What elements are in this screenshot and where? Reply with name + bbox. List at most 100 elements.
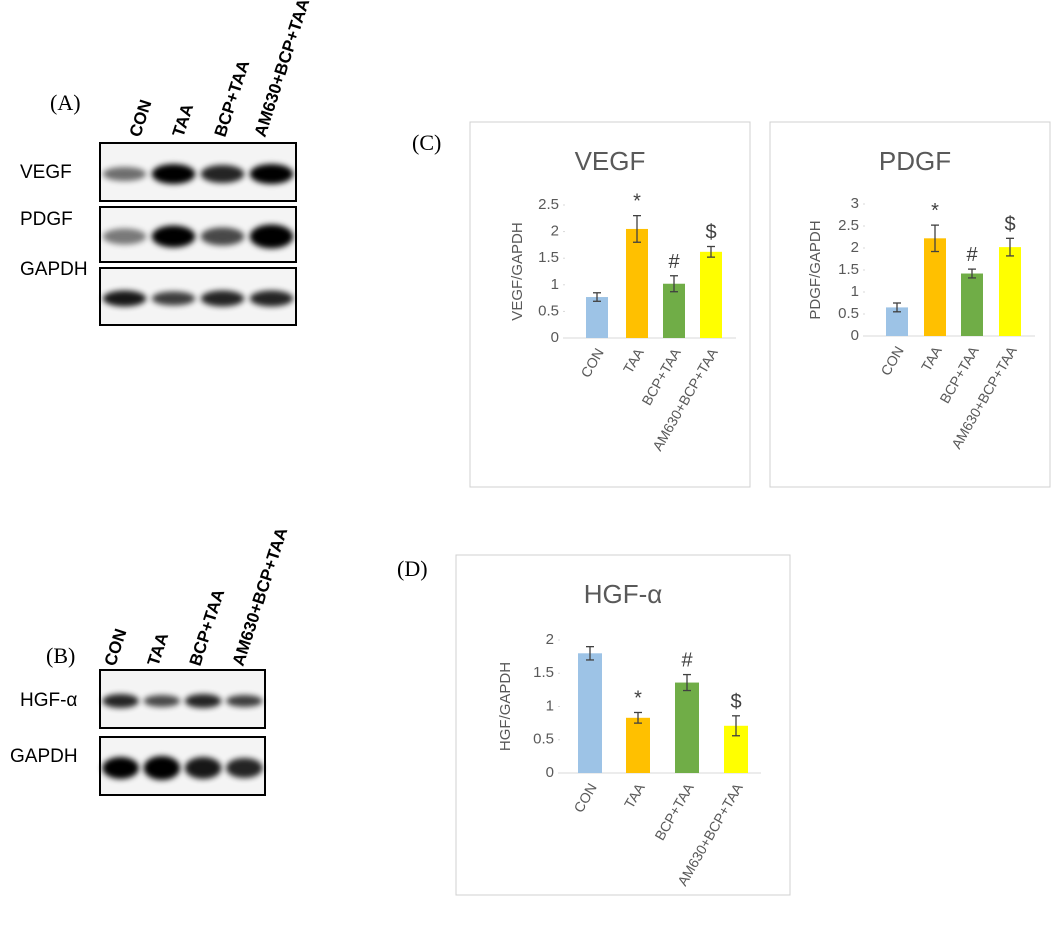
chart-frame — [469, 121, 751, 488]
error-bar — [1006, 237, 1014, 257]
band — [151, 164, 196, 184]
band — [184, 694, 222, 708]
error-bar — [586, 646, 594, 661]
band — [200, 165, 245, 183]
y-tick-label: 1.5 — [838, 261, 859, 278]
bar — [700, 251, 722, 338]
error-bar — [732, 715, 740, 737]
y-tick-label: 0 — [851, 327, 859, 344]
bar — [886, 307, 908, 336]
x-tick-label: CON — [570, 780, 599, 815]
band — [102, 290, 147, 307]
x-tick-label: CON — [577, 345, 606, 380]
error-bar — [593, 292, 601, 302]
y-tick-label: 0.5 — [533, 731, 554, 748]
y-tick-label: 2.5 — [538, 196, 559, 213]
row-label: PDGF — [20, 209, 73, 230]
y-tick-label: 2.5 — [838, 217, 859, 234]
y-axis-label: VEGF/GAPDH — [509, 222, 526, 320]
band — [151, 291, 196, 306]
y-tick-label: 1.5 — [538, 249, 559, 266]
annotation: $ — [1004, 213, 1015, 235]
bar — [924, 238, 946, 336]
row-label: GAPDH — [20, 259, 88, 280]
y-tick-label: 2 — [851, 239, 859, 256]
band — [184, 757, 222, 779]
bar — [961, 273, 983, 336]
chart-title: PDGF — [879, 146, 951, 176]
y-tick-label: 1 — [851, 283, 859, 300]
y-tick-label: 0.5 — [838, 305, 859, 322]
chart-frame — [769, 121, 1051, 488]
panel-label: (A) — [50, 90, 81, 115]
band — [151, 225, 196, 248]
lane-label: TAA — [169, 101, 197, 139]
bar — [626, 717, 650, 773]
x-tick-label: BCP+TAA — [651, 780, 697, 843]
y-tick-label: 1 — [546, 697, 554, 714]
lane-label: CON — [126, 97, 156, 139]
x-tick-label: TAA — [621, 780, 648, 811]
y-tick-label: 1.5 — [533, 664, 554, 681]
annotation: * — [931, 200, 939, 222]
annotation: # — [668, 251, 680, 273]
lane-label: CON — [101, 626, 131, 668]
annotation: # — [966, 244, 978, 266]
error-bar — [893, 302, 901, 313]
band — [226, 758, 263, 778]
y-tick-label: 1 — [551, 276, 559, 293]
error-bar — [968, 268, 976, 279]
band — [143, 695, 181, 707]
chart-frame — [455, 554, 791, 896]
y-tick-label: 3 — [851, 195, 859, 212]
band — [249, 224, 294, 249]
band — [200, 227, 245, 246]
lane-label: TAA — [144, 630, 172, 668]
band — [102, 167, 147, 181]
y-tick-label: 0.5 — [538, 302, 559, 319]
bar — [578, 653, 602, 773]
error-bar — [634, 711, 642, 724]
error-bar — [707, 245, 715, 258]
band — [226, 695, 263, 707]
chart-title: HGF-α — [584, 579, 663, 609]
bar — [586, 297, 608, 338]
annotation: * — [633, 191, 641, 213]
annotation: # — [681, 650, 693, 672]
bar — [999, 247, 1021, 336]
row-label: VEGF — [20, 162, 72, 183]
lane-label: AM630+BCP+TAA — [251, 0, 314, 139]
bar — [675, 682, 699, 773]
error-bar — [683, 673, 691, 692]
lane-label: BCP+TAA — [186, 587, 229, 668]
row-label: HGF-α — [20, 690, 77, 711]
chart-title: VEGF — [575, 146, 646, 176]
annotation: $ — [730, 691, 741, 713]
x-tick-label: TAA — [918, 343, 945, 374]
panel-label: (D) — [397, 556, 428, 581]
x-tick-label: TAA — [620, 345, 647, 376]
error-bar — [931, 224, 939, 253]
annotation: $ — [705, 221, 716, 243]
y-tick-label: 0 — [546, 764, 554, 781]
error-bar — [670, 275, 678, 293]
band — [143, 756, 181, 780]
band — [102, 757, 139, 779]
lane-label: BCP+TAA — [211, 58, 254, 139]
bar — [626, 228, 648, 338]
annotation: * — [634, 687, 642, 709]
y-tick-label: 2 — [546, 631, 554, 648]
lane-label: AM630+BCP+TAA — [229, 525, 292, 668]
band — [249, 290, 294, 307]
y-axis-label: PDGF/GAPDH — [807, 220, 824, 319]
y-axis-label: HGF/GAPDH — [497, 662, 514, 751]
error-bar — [633, 214, 641, 243]
row-label: GAPDH — [10, 746, 78, 767]
band — [102, 228, 147, 245]
band — [200, 290, 245, 307]
x-tick-label: CON — [877, 343, 906, 378]
y-tick-label: 2 — [551, 223, 559, 240]
blots: CON TAA BCP+TAAAM630+BCP+TAAVEGFPDGFGAPDHC… — [10, 0, 314, 796]
